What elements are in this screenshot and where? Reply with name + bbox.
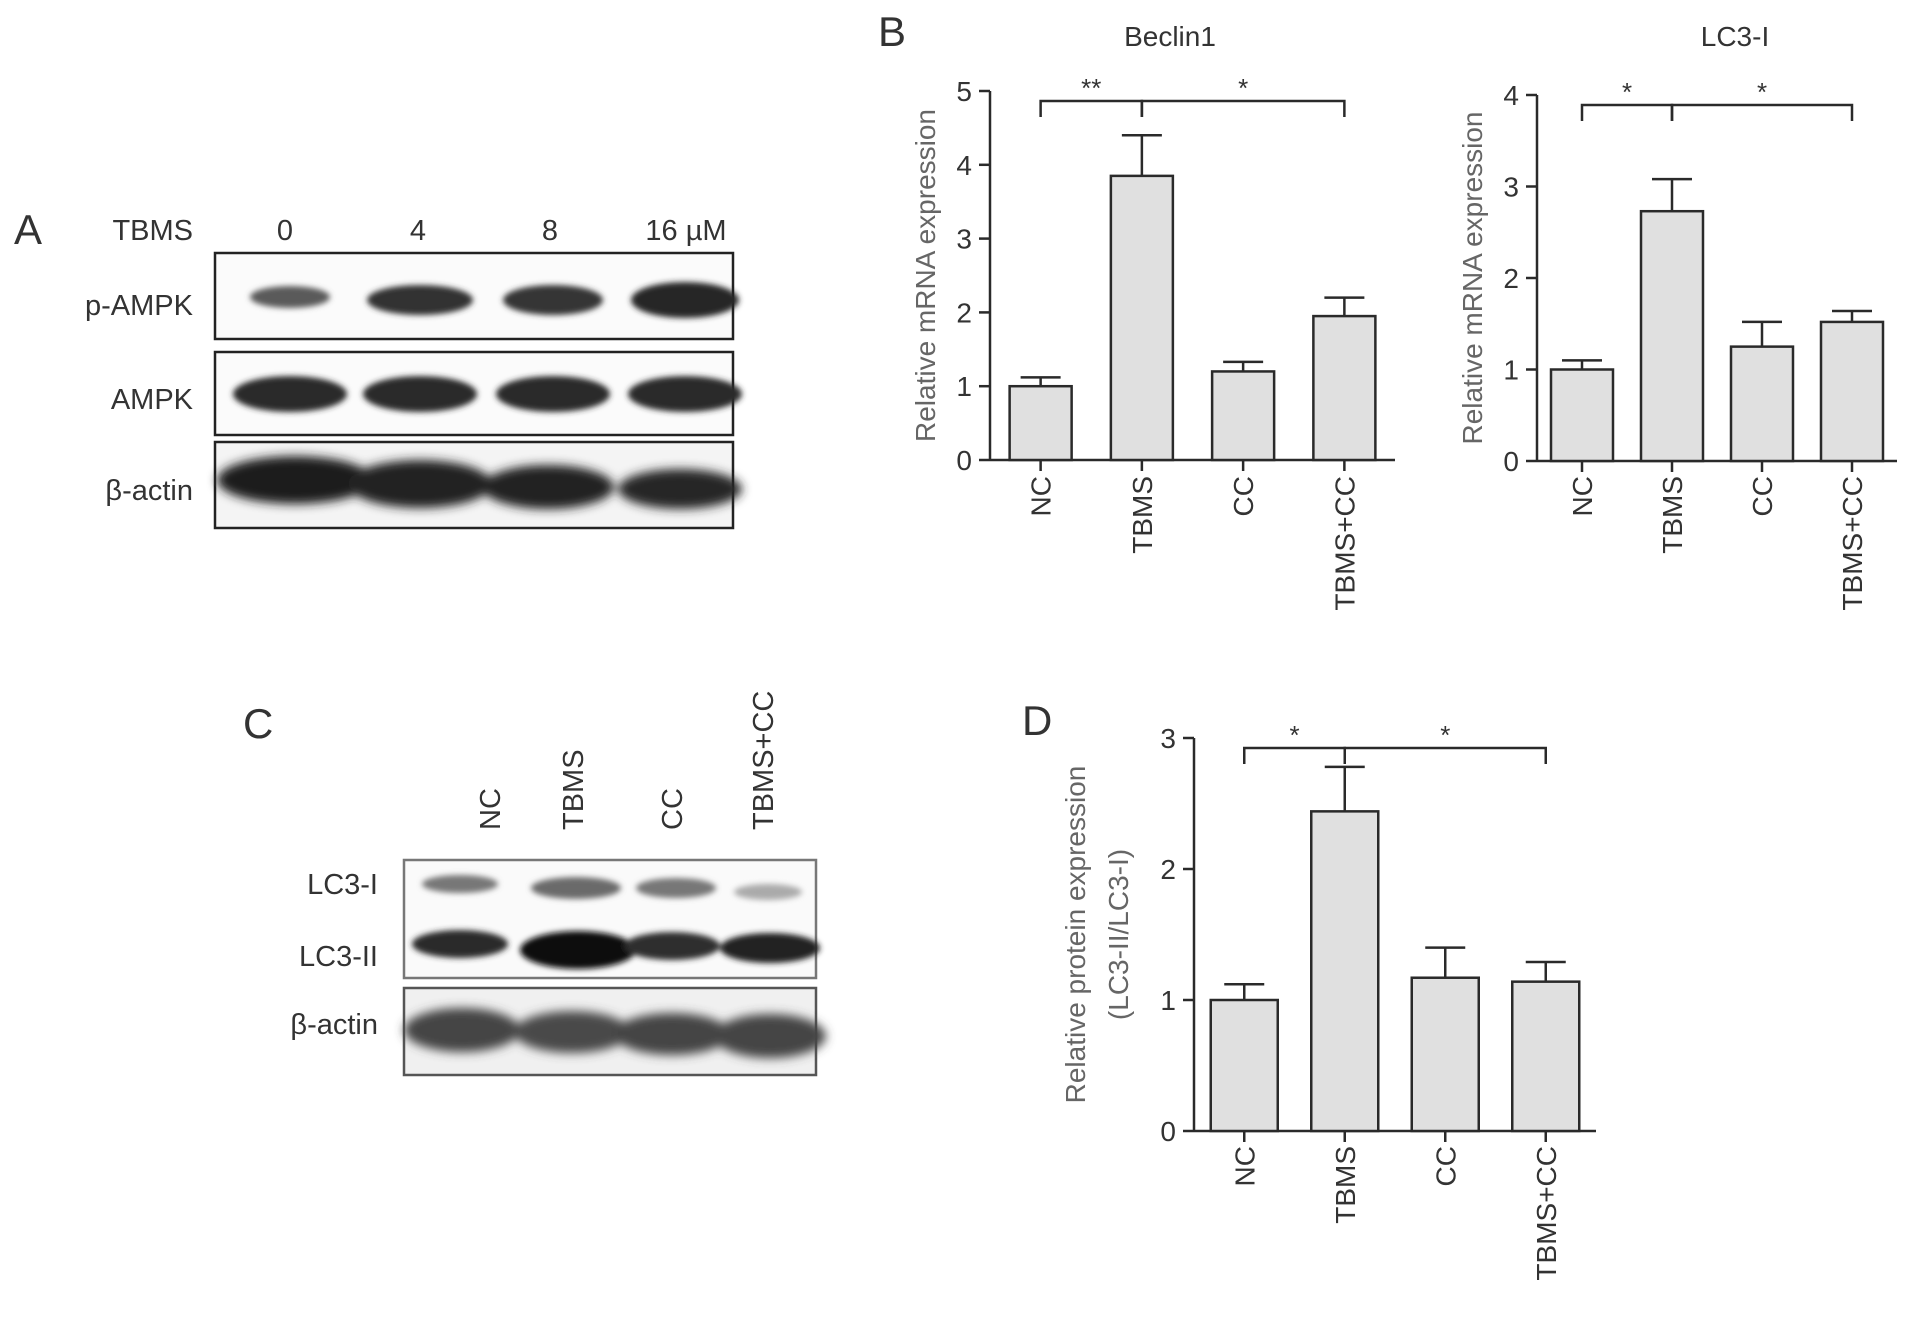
x-tick-label: TBMS+CC	[1837, 476, 1868, 611]
bar	[1819, 320, 1885, 463]
panel-d: D Relative protein expression (LC3-II/LC3…	[1022, 697, 1596, 1281]
blot-row-label-lc3ii: LC3-II	[299, 941, 378, 973]
blot-lc3	[402, 858, 820, 980]
y-tick-label: 0	[1160, 1116, 1176, 1147]
treatment-label: TBMS	[112, 215, 193, 247]
y-axis-label: Relative mRNA expression	[1457, 111, 1488, 444]
blot-pampk	[213, 251, 739, 341]
y-tick-label: 2	[1503, 263, 1519, 294]
x-tick-label: NC	[1567, 476, 1598, 516]
significance-bracket	[1670, 103, 1854, 121]
panel-a-letter: A	[14, 206, 42, 253]
blot-row-label-lc3i: LC3-I	[307, 869, 378, 901]
significance-marker: *	[1289, 720, 1299, 750]
y-tick-label: 3	[956, 224, 972, 255]
significance-marker: *	[1238, 73, 1248, 103]
bar	[1008, 384, 1073, 462]
blot-actin	[213, 440, 742, 530]
significance-marker: *	[1440, 720, 1450, 750]
dose-label-2: 8	[542, 215, 558, 247]
lane-label-cc: CC	[657, 788, 689, 830]
y-tick-label: 4	[956, 150, 972, 181]
blot-row-label-actin: β-actin	[105, 475, 193, 507]
y-tick-label: 1	[956, 371, 972, 402]
panel-a: A TBMS 0 4 8 16 µM p-AMPK AMPK β-actin	[14, 206, 742, 530]
chart-title: Beclin1	[1124, 21, 1216, 52]
bar	[1511, 980, 1581, 1133]
y-tick-label: 3	[1160, 723, 1176, 754]
chart-lc3ratio: Relative protein expression (LC3-II/LC3-I…	[1060, 720, 1596, 1281]
blot-actin-c	[402, 986, 826, 1077]
lane-label-tbms-cc: TBMS+CC	[748, 691, 780, 830]
x-tick-label: TBMS+CC	[1531, 1146, 1562, 1281]
significance-marker: **	[1081, 73, 1101, 103]
chart-lc3i: LC3-I Relative mRNA expression 0 1 2 3 4 NC TBMS…	[1457, 21, 1897, 611]
significance-bracket	[1140, 99, 1346, 117]
y-tick-label: 0	[1503, 446, 1519, 477]
dose-label-0: 0	[277, 215, 293, 247]
panel-b-letter: B	[878, 8, 906, 55]
y-tick-label: 5	[956, 76, 972, 107]
bar	[1312, 314, 1377, 462]
x-tick-label: CC	[1228, 476, 1259, 516]
dose-label-1: 4	[410, 215, 426, 247]
bar	[1310, 810, 1380, 1133]
bar	[1210, 370, 1276, 462]
panel-c-letter: C	[243, 700, 273, 747]
chart-title: LC3-I	[1701, 21, 1769, 52]
significance-bracket	[1243, 746, 1346, 764]
lane-label-nc: NC	[475, 788, 507, 830]
significance-marker: *	[1757, 77, 1767, 107]
y-tick-label: 4	[1503, 80, 1519, 111]
panel-c: C NC TBMS CC TBMS+CC LC3-I LC3-II β-acti…	[243, 691, 826, 1077]
y-axis-label: Relative mRNA expression	[910, 109, 941, 442]
blot-row-label-ampk: AMPK	[111, 384, 194, 416]
x-tick-label: TBMS	[1330, 1146, 1361, 1224]
bar	[1549, 368, 1615, 463]
blot-row-label-pampk: p-AMPK	[85, 290, 194, 322]
x-tick-label: CC	[1747, 476, 1778, 516]
bar	[1639, 209, 1705, 463]
x-tick-label: TBMS	[1127, 476, 1158, 554]
panel-b: B Beclin1 Relative mRNA expression 0 1 2 3 4 5 N…	[878, 8, 1897, 611]
y-tick-label: 2	[956, 297, 972, 328]
x-tick-label: TBMS	[1657, 476, 1688, 554]
dose-label-3: 16 µM	[645, 215, 726, 247]
y-axis-label-2: (LC3-II/LC3-I)	[1103, 849, 1134, 1020]
x-tick-label: TBMS+CC	[1329, 476, 1360, 611]
y-axis-label: Relative protein expression	[1060, 766, 1091, 1104]
bar	[1209, 998, 1279, 1133]
x-tick-label: NC	[1229, 1146, 1260, 1186]
y-tick-label: 3	[1503, 172, 1519, 203]
lane-label-tbms: TBMS	[558, 749, 590, 830]
panel-d-letter: D	[1022, 697, 1052, 744]
bar	[1729, 345, 1795, 463]
chart-beclin1: Beclin1 Relative mRNA expression 0 1 2 3 4 5 NC T…	[910, 21, 1395, 611]
blot-row-label-actin-c: β-actin	[290, 1009, 378, 1041]
y-tick-label: 1	[1503, 355, 1519, 386]
significance-bracket	[1343, 746, 1547, 764]
bar	[1109, 174, 1175, 462]
y-tick-label: 1	[1160, 985, 1176, 1016]
x-tick-label: CC	[1430, 1146, 1461, 1186]
x-tick-label: NC	[1026, 476, 1057, 516]
bar	[1410, 976, 1480, 1133]
y-tick-label: 0	[956, 445, 972, 476]
significance-bracket	[1580, 103, 1674, 121]
significance-bracket	[1039, 99, 1144, 117]
blot-ampk	[213, 350, 742, 437]
y-tick-label: 2	[1160, 854, 1176, 885]
significance-marker: *	[1622, 77, 1632, 107]
